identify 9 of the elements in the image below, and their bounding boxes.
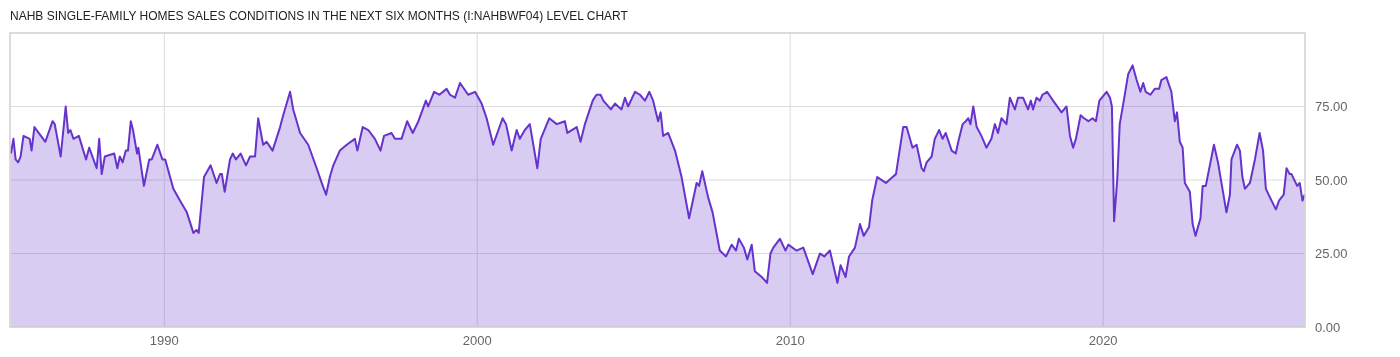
y-tick-label: 25.00 (1315, 246, 1348, 262)
x-tick-label: 2000 (462, 333, 492, 348)
y-tick-label: 75.00 (1315, 99, 1348, 115)
x-tick-label: 2020 (1088, 333, 1118, 348)
y-tick-label: 50.00 (1315, 172, 1348, 188)
x-tick-label: 1990 (149, 333, 179, 348)
y-tick-label: 0.00 (1315, 319, 1341, 335)
chart-title: NAHB SINGLE-FAMILY HOMES SALES CONDITIONS IN THE NEXT SIX MONTHS (I:NAHBWF04) LEVEL CHART (10, 9, 629, 23)
x-tick-label: 2010 (775, 333, 805, 348)
